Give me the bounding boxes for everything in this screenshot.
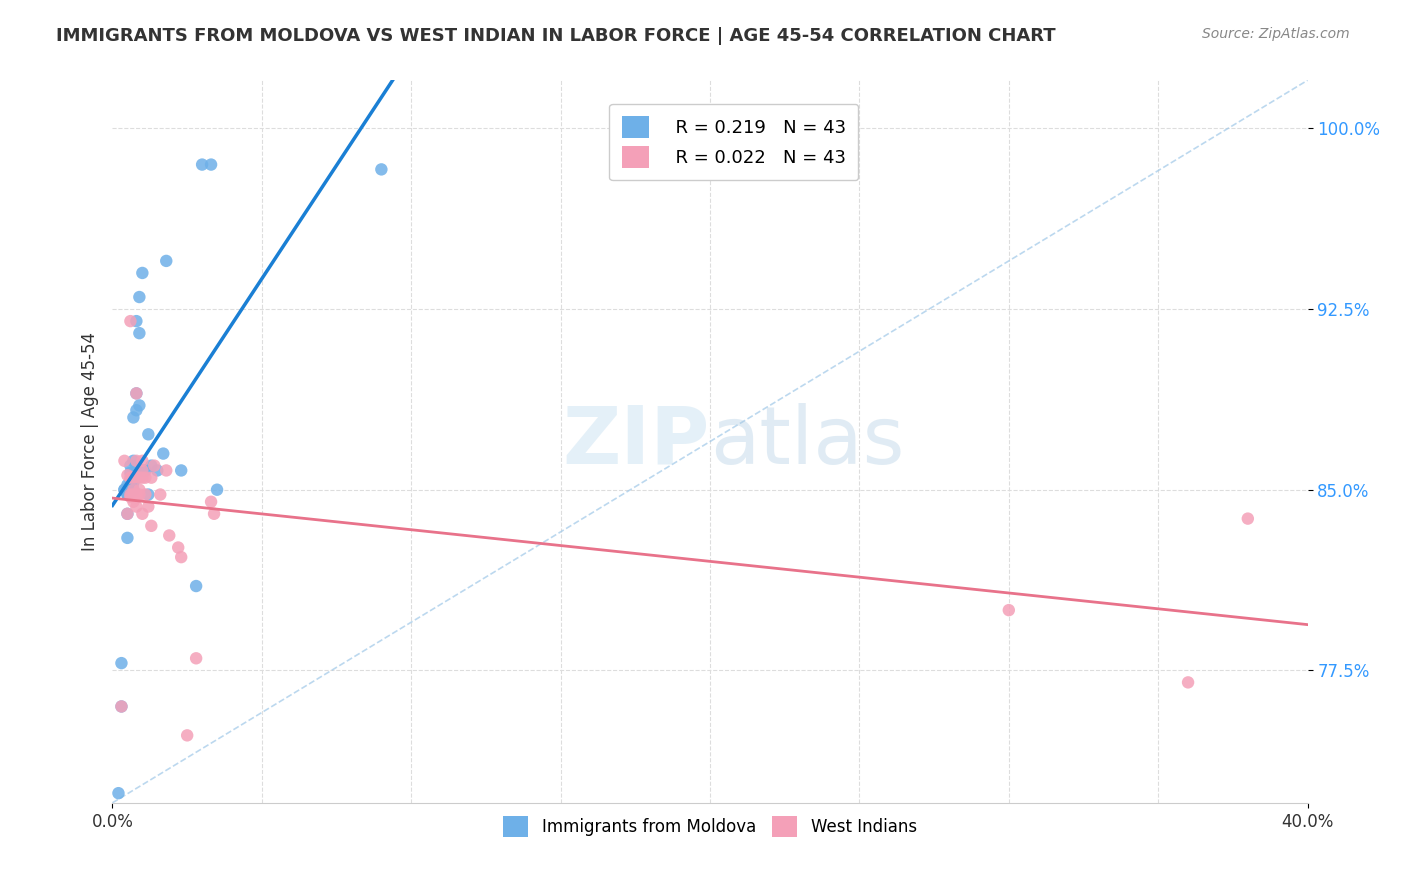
Point — [117, 507, 139, 521]
Point — [128, 398, 150, 412]
Point — [128, 470, 150, 484]
Point — [125, 458, 148, 473]
Point — [134, 487, 156, 501]
Point — [125, 403, 148, 417]
Point — [138, 427, 160, 442]
Point — [128, 483, 150, 497]
Point — [117, 487, 139, 501]
Legend: Immigrants from Moldova, West Indians: Immigrants from Moldova, West Indians — [495, 808, 925, 845]
Text: ZIP: ZIP — [562, 402, 710, 481]
Point — [114, 483, 135, 497]
Point — [120, 490, 142, 504]
Point — [1177, 675, 1199, 690]
Point — [125, 314, 148, 328]
Point — [107, 786, 129, 800]
Point — [131, 470, 153, 484]
Point — [170, 463, 193, 477]
Point — [200, 495, 222, 509]
Text: Source: ZipAtlas.com: Source: ZipAtlas.com — [1202, 27, 1350, 41]
Point — [110, 699, 132, 714]
Point — [125, 454, 148, 468]
Point — [122, 470, 145, 484]
Point — [191, 158, 214, 172]
Point — [125, 487, 148, 501]
Point — [128, 487, 150, 501]
Point — [128, 290, 150, 304]
Point — [141, 470, 163, 484]
Point — [122, 410, 145, 425]
Point — [202, 507, 225, 521]
Point — [125, 490, 148, 504]
Text: IMMIGRANTS FROM MOLDOVA VS WEST INDIAN IN LABOR FORCE | AGE 45-54 CORRELATION CH: IMMIGRANTS FROM MOLDOVA VS WEST INDIAN I… — [56, 27, 1056, 45]
Point — [143, 458, 166, 473]
Point — [186, 579, 208, 593]
Point — [117, 487, 139, 501]
Point — [131, 507, 153, 521]
Point — [120, 470, 142, 484]
Point — [120, 466, 142, 480]
Point — [131, 463, 153, 477]
Point — [122, 454, 145, 468]
Point — [110, 699, 132, 714]
Y-axis label: In Labor Force | Age 45-54: In Labor Force | Age 45-54 — [80, 332, 98, 551]
Point — [128, 326, 150, 341]
Point — [141, 519, 163, 533]
Point — [134, 463, 156, 477]
Point — [125, 500, 148, 514]
Point — [149, 487, 172, 501]
Point — [117, 507, 139, 521]
Point — [167, 541, 190, 555]
Point — [370, 162, 392, 177]
Point — [138, 487, 160, 501]
Point — [125, 386, 148, 401]
Point — [110, 656, 132, 670]
Point — [146, 463, 169, 477]
Point — [120, 473, 142, 487]
Point — [131, 454, 153, 468]
Point — [152, 447, 174, 461]
Point — [120, 478, 142, 492]
Point — [176, 728, 198, 742]
Point — [120, 487, 142, 501]
Point — [120, 314, 142, 328]
Point — [117, 531, 139, 545]
Point — [125, 470, 148, 484]
Point — [122, 475, 145, 490]
Point — [120, 478, 142, 492]
Point — [155, 254, 177, 268]
Point — [117, 468, 139, 483]
Point — [122, 470, 145, 484]
Point — [998, 603, 1021, 617]
Point — [122, 483, 145, 497]
Point — [134, 470, 156, 484]
Point — [122, 495, 145, 509]
Point — [155, 463, 177, 477]
Point — [205, 483, 228, 497]
Point — [200, 158, 222, 172]
Point — [186, 651, 208, 665]
Point — [117, 478, 139, 492]
Point — [114, 454, 135, 468]
Point — [170, 550, 193, 565]
Text: atlas: atlas — [710, 402, 904, 481]
Point — [141, 458, 163, 473]
Point — [120, 458, 142, 473]
Point — [157, 528, 180, 542]
Point — [138, 500, 160, 514]
Point — [122, 483, 145, 497]
Point — [122, 487, 145, 501]
Point — [131, 266, 153, 280]
Point — [1237, 511, 1260, 525]
Point — [120, 483, 142, 497]
Point — [125, 386, 148, 401]
Point — [131, 463, 153, 477]
Point — [114, 483, 135, 497]
